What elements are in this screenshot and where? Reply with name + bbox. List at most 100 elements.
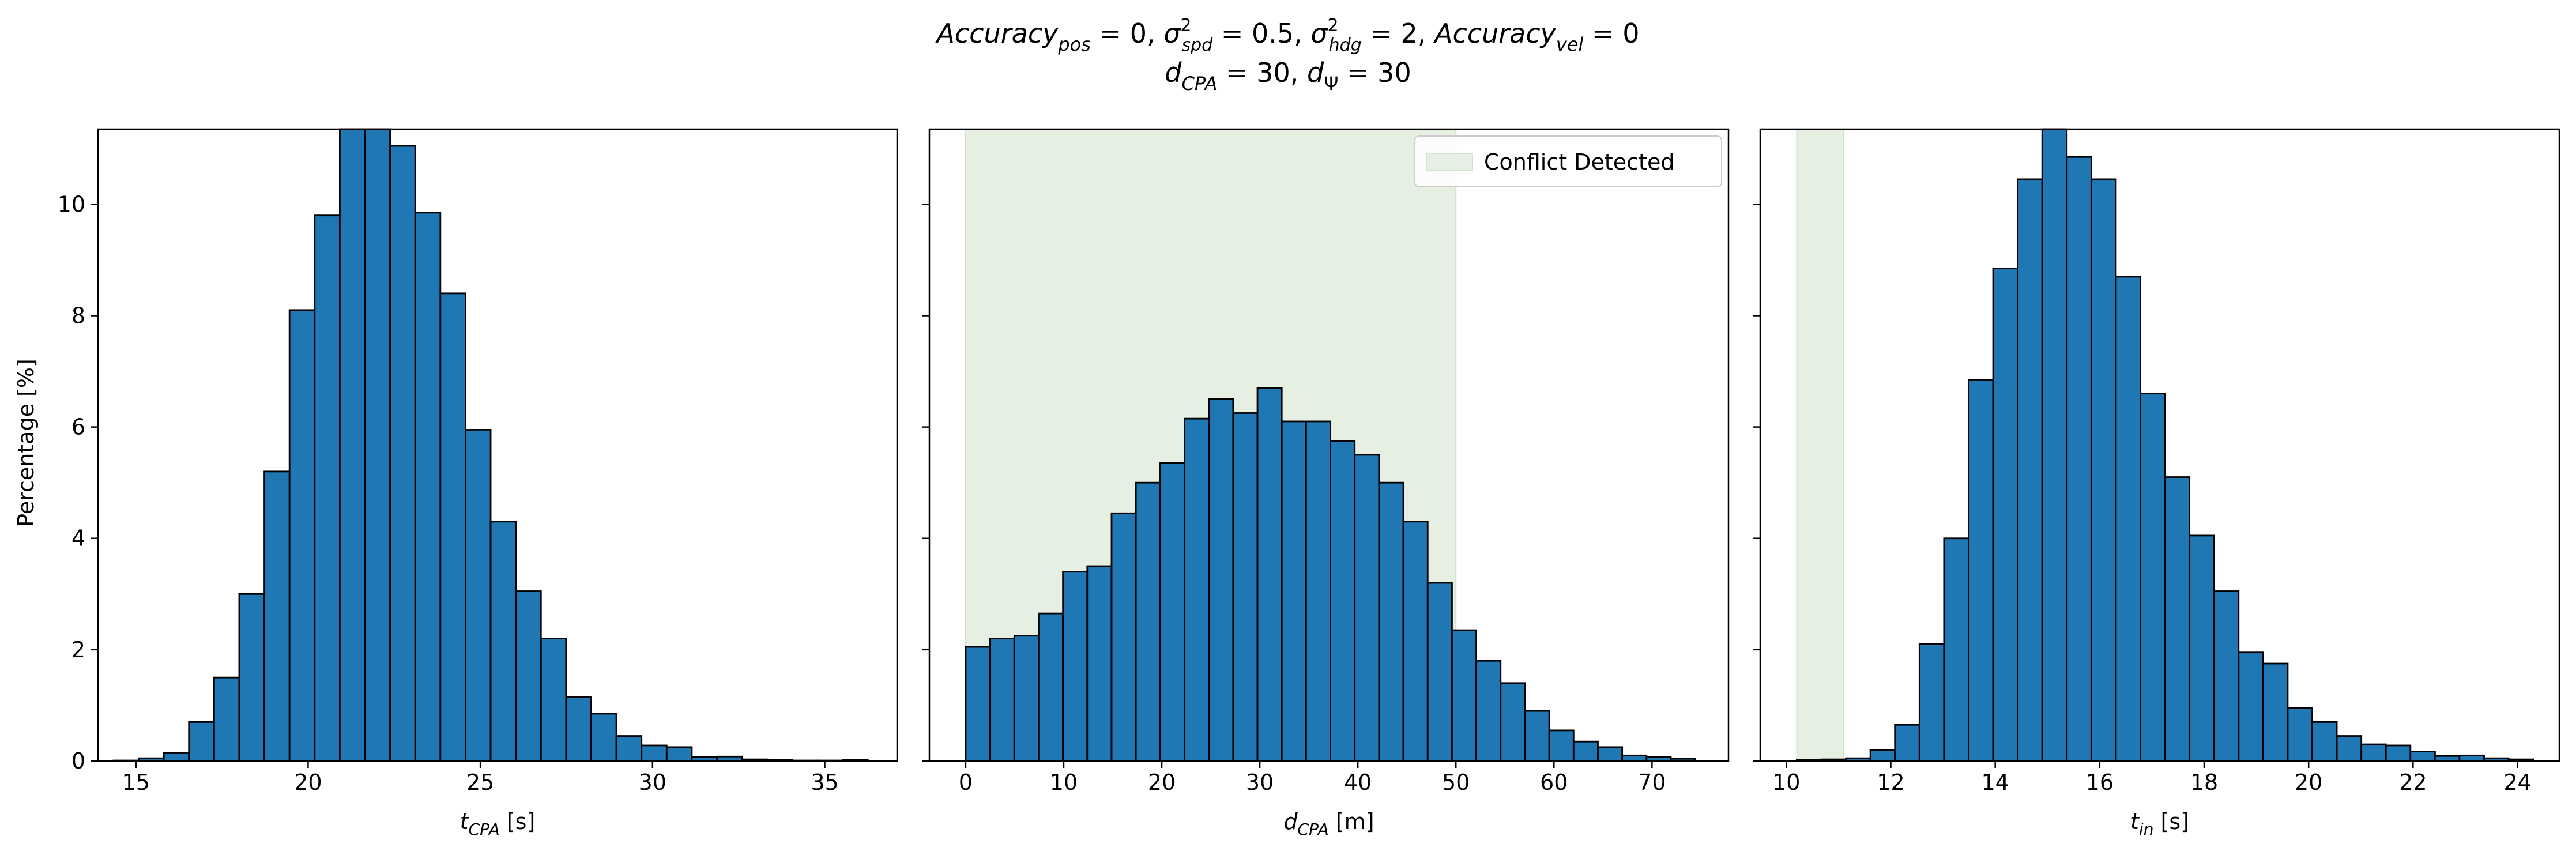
panel-t-cpa: 15 20 25 30 35 0 2 4 6 8 10 xyxy=(58,128,898,795)
bar-t-cpa xyxy=(238,593,265,762)
bar-d-cpa xyxy=(965,646,991,762)
bar-d-cpa xyxy=(1305,420,1331,762)
bar-d-cpa xyxy=(1208,398,1234,762)
x-tick-label-t-in: 20 xyxy=(2295,770,2322,795)
x-axis-label-t-cpa: tCPA [s] xyxy=(460,809,536,839)
bar-d-cpa xyxy=(1086,565,1113,762)
bar-t-cpa xyxy=(188,721,215,762)
bar-t-in xyxy=(2360,743,2387,762)
bar-t-cpa xyxy=(641,744,668,762)
x-axis-label-t-in: tin [s] xyxy=(2130,809,2189,839)
legend-label: Conflict Detected xyxy=(1484,149,1674,175)
legend-box xyxy=(1414,135,1722,187)
bar-d-cpa xyxy=(1378,481,1404,762)
x-tick-label-t-in: 22 xyxy=(2399,770,2427,795)
bar-d-cpa xyxy=(1256,387,1283,762)
bar-t-in xyxy=(2238,651,2264,762)
bar-t-in xyxy=(1918,643,1945,762)
axes-frame-d-cpa xyxy=(928,128,1730,762)
x-tick-label-d-cpa: 30 xyxy=(1246,770,1274,795)
y-tick-label: 0 xyxy=(71,748,85,774)
x-tick-label-d-cpa: 70 xyxy=(1638,770,1666,795)
bar-d-cpa xyxy=(1354,454,1380,762)
bar-d-cpa xyxy=(1281,420,1307,762)
axes-frame-t-cpa xyxy=(97,128,898,762)
bar-t-cpa xyxy=(439,292,466,762)
bar-t-in xyxy=(2017,178,2043,762)
x-tick-label-d-cpa: 40 xyxy=(1344,770,1372,795)
bar-t-in xyxy=(2189,534,2215,762)
bar-t-cpa xyxy=(338,128,366,762)
bar-d-cpa xyxy=(1426,582,1453,762)
bar-t-in xyxy=(2164,476,2191,762)
bar-d-cpa xyxy=(1572,740,1599,762)
y-tick-label: 10 xyxy=(58,191,85,217)
bar-t-cpa xyxy=(489,521,517,762)
legend-swatch xyxy=(1426,153,1473,171)
x-tick-label-t-cpa: 25 xyxy=(466,770,494,795)
bar-t-in xyxy=(1869,749,1896,762)
x-tick-label-d-cpa: 50 xyxy=(1442,770,1470,795)
bar-d-cpa xyxy=(1548,729,1575,762)
y-tick-label: 6 xyxy=(71,415,85,440)
bar-d-cpa xyxy=(1451,629,1478,762)
y-axis-label: Percentage [%] xyxy=(13,359,39,527)
x-tick-label-t-in: 16 xyxy=(2086,770,2114,795)
x-tick-label-d-cpa: 20 xyxy=(1148,770,1176,795)
bar-t-cpa xyxy=(515,590,542,762)
figure-title-line-1: Accuracypos = 0, σ2 spd = 0.5, σ2 hdg = 2,… xyxy=(935,16,1640,55)
y-tick-label: 8 xyxy=(71,303,85,328)
conflict-region-t-in xyxy=(1796,129,1844,762)
bar-d-cpa xyxy=(1330,440,1356,762)
y-tick-label: 2 xyxy=(71,637,85,662)
bar-t-in xyxy=(1968,379,1994,762)
bar-t-in xyxy=(2262,662,2289,762)
x-axis-label-d-cpa: dCPA [m] xyxy=(1283,809,1374,839)
bar-t-cpa xyxy=(213,676,240,762)
bar-t-cpa xyxy=(465,429,492,762)
bar-t-in xyxy=(2336,735,2363,762)
bar-d-cpa xyxy=(1621,754,1648,762)
bar-d-cpa xyxy=(1013,635,1040,762)
bar-t-in xyxy=(1943,537,1969,762)
bar-t-in xyxy=(1894,724,1920,762)
x-tick-label-t-in: 12 xyxy=(1877,770,1904,795)
bar-t-cpa xyxy=(540,638,567,762)
bar-t-in xyxy=(2041,128,2068,762)
bar-t-in xyxy=(2115,276,2141,762)
bar-t-cpa xyxy=(414,212,442,762)
x-tick-label-d-cpa: 60 xyxy=(1540,770,1568,795)
bar-d-cpa xyxy=(1402,521,1429,762)
x-tick-label-t-cpa: 35 xyxy=(811,770,838,795)
bar-t-in xyxy=(2287,707,2313,762)
bar-t-cpa xyxy=(364,128,391,762)
bar-d-cpa xyxy=(1110,512,1137,762)
x-tick-label-t-in: 14 xyxy=(1981,770,2009,795)
bar-d-cpa xyxy=(1038,612,1064,762)
bar-t-in xyxy=(2409,751,2436,762)
bar-t-in xyxy=(2434,755,2461,762)
x-tick-label-t-cpa: 15 xyxy=(122,770,150,795)
bar-d-cpa xyxy=(1597,746,1624,762)
x-tick-label-t-in: 24 xyxy=(2503,770,2531,795)
bar-d-cpa xyxy=(989,638,1015,762)
bar-t-cpa xyxy=(590,713,617,762)
bar-d-cpa xyxy=(1500,682,1526,762)
bar-t-in xyxy=(2213,590,2240,762)
bar-t-in xyxy=(2385,744,2412,762)
bar-t-in xyxy=(2090,178,2117,762)
bar-d-cpa xyxy=(1135,481,1161,762)
bar-t-cpa xyxy=(163,752,190,762)
axes-frame-t-in xyxy=(1759,128,2560,762)
bar-t-cpa xyxy=(389,145,416,762)
bar-t-cpa xyxy=(565,696,592,762)
x-tick-label-t-cpa: 20 xyxy=(294,770,322,795)
x-tick-label-t-cpa: 30 xyxy=(639,770,666,795)
panel-d-cpa: 0 10 20 30 40 50 60 70 Conflict Detected xyxy=(922,128,1730,795)
bar-t-in xyxy=(1992,268,2018,762)
y-tick-label: 4 xyxy=(71,526,85,551)
x-tick-label-d-cpa: 10 xyxy=(1050,770,1078,795)
bar-d-cpa xyxy=(1524,710,1550,762)
bar-t-cpa xyxy=(288,309,316,762)
